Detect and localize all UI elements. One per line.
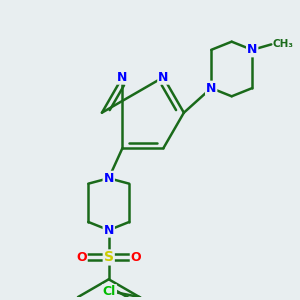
Text: N: N <box>158 71 169 84</box>
Text: N: N <box>103 172 114 185</box>
Text: N: N <box>103 224 114 237</box>
Text: N: N <box>206 82 216 94</box>
Text: Cl: Cl <box>103 285 116 298</box>
Text: S: S <box>104 250 114 264</box>
Text: O: O <box>76 251 87 264</box>
Text: O: O <box>131 251 141 264</box>
Text: N: N <box>247 44 257 56</box>
Text: CH₃: CH₃ <box>273 39 294 50</box>
Text: N: N <box>117 71 128 84</box>
